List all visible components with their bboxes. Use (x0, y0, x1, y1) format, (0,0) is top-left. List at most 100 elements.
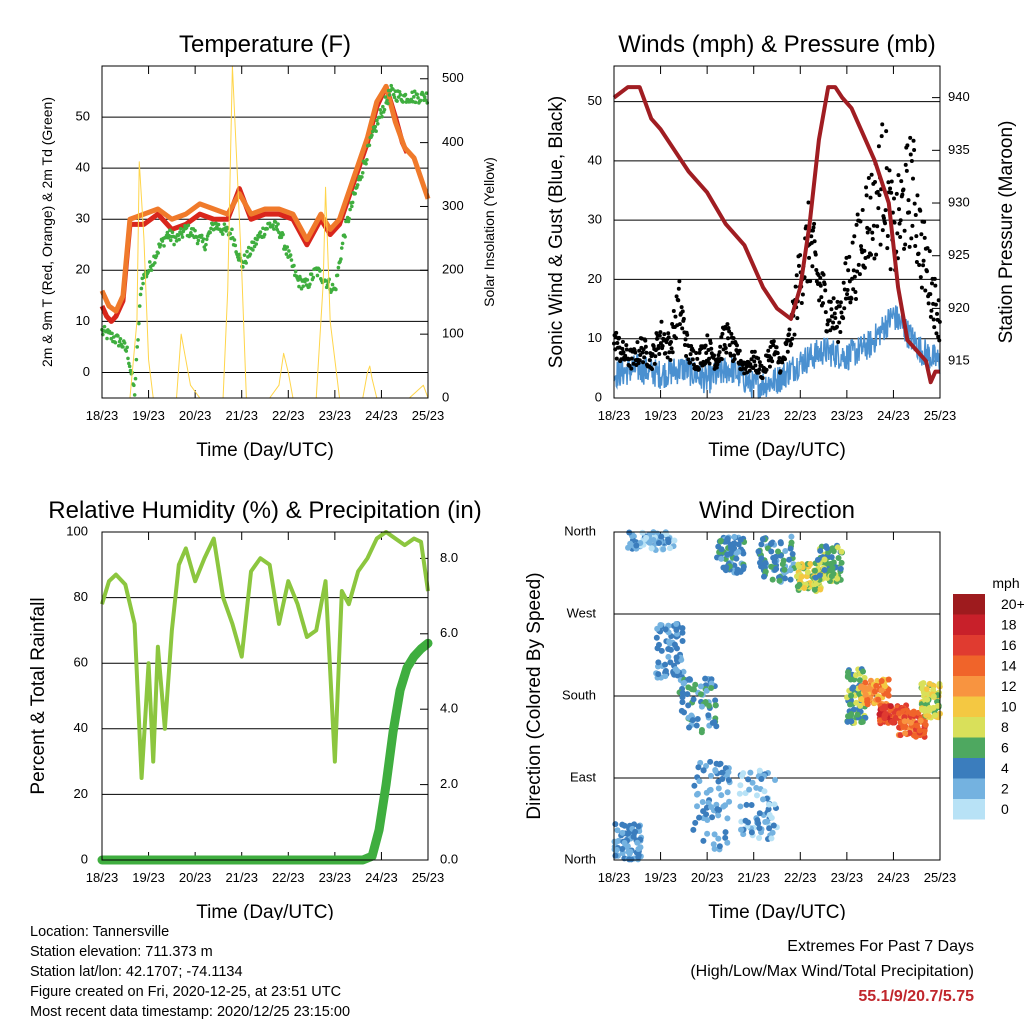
winds-gust-dot (737, 348, 742, 353)
temperature-dewpoint-dot (386, 101, 390, 106)
direction-dot (725, 776, 732, 783)
winds-gust-dot (652, 361, 657, 366)
direction-dot (684, 691, 691, 698)
humidity-xtick-label: 20/23 (179, 870, 212, 885)
humidity-xlabel: Time (Day/UTC) (196, 902, 334, 920)
winds-gust-dot (888, 186, 893, 191)
winds-gust-dot (790, 336, 795, 341)
humidity-ytick-label: 20 (74, 786, 88, 801)
winds-gust-dot (877, 193, 882, 198)
winds-gust-dot (722, 343, 727, 348)
temperature-ytick-label: 0 (83, 364, 90, 379)
temperature-dewpoint-dot (204, 237, 209, 242)
winds-gust-dot (653, 354, 658, 359)
temperature-dewpoint-dot (216, 222, 221, 227)
direction-dot (848, 692, 855, 699)
temperature-dewpoint-dot (230, 227, 234, 232)
winds-gust-dot (846, 268, 851, 273)
winds-gust-dot (726, 325, 731, 330)
winds-gust-dot (629, 366, 634, 371)
winds-gust-dot (924, 269, 929, 274)
direction-dot (691, 782, 698, 789)
temperature-dewpoint-dot (158, 242, 163, 247)
winds-gust-dot (749, 357, 754, 362)
temperature-dewpoint-dot (153, 261, 157, 265)
winds-gust-dot (829, 314, 834, 319)
temperature-dewpoint-dot (289, 258, 294, 262)
direction-dot (756, 825, 763, 832)
direction-dot (734, 566, 741, 573)
direction-dot (766, 801, 773, 808)
temperature-dewpoint-dot (287, 249, 291, 253)
winds-gust-dot (798, 253, 803, 258)
direction-dot (693, 722, 700, 729)
winds-gust-dot (870, 237, 875, 242)
direction-dot (733, 555, 740, 562)
temperature-dewpoint-dot (262, 232, 267, 237)
winds-gust-dot (685, 332, 690, 337)
humidity-y2tick-label: 2.0 (440, 776, 458, 791)
direction-dot (787, 576, 794, 583)
direction-dot (762, 568, 769, 575)
winds-gust-dot (886, 180, 891, 185)
winds-gust-dot (688, 360, 693, 365)
direction-dot (706, 702, 713, 709)
winds-gust-dot (718, 344, 723, 349)
winds-gust-dot (841, 316, 846, 321)
temperature-dewpoint-dot (124, 349, 129, 353)
winds-gust-dot (650, 352, 655, 357)
humidity-ylabel: Percent & Total Rainfall (28, 597, 49, 794)
winds-gust-dot (884, 166, 889, 171)
temperature-dewpoint-dot (353, 191, 357, 196)
direction-dot (812, 574, 819, 581)
winds-gust-dot (937, 338, 942, 343)
temperature-xtick-label: 22/23 (272, 408, 305, 423)
direction-dot (862, 679, 869, 686)
temperature-dewpoint-dot (350, 200, 355, 205)
direction-dot (913, 722, 920, 729)
direction-dot (697, 683, 704, 690)
direction-title: Wind Direction (699, 497, 855, 524)
direction-dot (854, 711, 861, 718)
temperature-dewpoint-dot (350, 204, 354, 209)
winds-gust-dot (684, 354, 689, 359)
direction-legend-swatch (953, 758, 985, 779)
winds-gust-dot (662, 332, 667, 337)
direction-dot (823, 545, 830, 552)
winds-gust-dot (814, 268, 819, 273)
winds-gust-dot (852, 234, 857, 239)
temperature-y2label: Solar Insolation (Yellow) (481, 157, 497, 307)
direction-ylabel: Direction (Colored By Speed) (524, 572, 545, 819)
winds-gust-dot (660, 343, 665, 348)
temperature-dewpoint-dot (334, 287, 338, 292)
winds-gust-dot (644, 350, 649, 355)
direction-dot (711, 719, 718, 726)
temperature-y2tick-label: 400 (442, 134, 464, 149)
direction-dot (766, 811, 773, 818)
temperature-dewpoint-dot (276, 222, 280, 226)
winds-gust-dot (677, 279, 682, 284)
direction-dot (722, 802, 729, 809)
direction-dot (916, 727, 923, 734)
direction-dot (694, 790, 701, 797)
direction-dot (679, 629, 686, 636)
winds-gust-dot (878, 242, 883, 247)
direction-dot (632, 828, 639, 835)
winds-gust-dot (617, 335, 622, 340)
winds-gust-dot (847, 254, 852, 259)
temperature-dewpoint-dot (127, 361, 131, 366)
direction-dot (926, 680, 933, 687)
direction-dot (635, 854, 642, 861)
winds-frame (613, 65, 941, 399)
direction-dot (756, 810, 763, 817)
direction-dot (703, 687, 710, 694)
winds-gust-dot (766, 348, 771, 353)
temperature-ytick-label: 10 (76, 313, 90, 328)
winds-gust-dot (792, 332, 797, 337)
winds-gust-dot (908, 135, 913, 140)
winds-gust-dot (771, 339, 776, 344)
temperature-dewpoint-dot (255, 237, 259, 242)
winds-gust-dot (703, 343, 708, 348)
direction-dot (907, 719, 914, 726)
winds-gust-dot (904, 168, 909, 173)
